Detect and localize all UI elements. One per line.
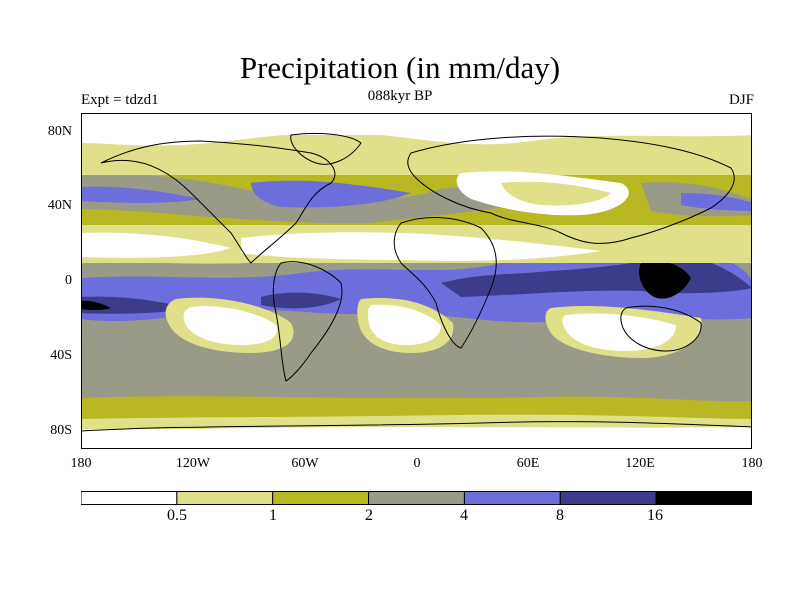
- southern-gray-band: [81, 351, 752, 405]
- south-indian-dry-core: [562, 313, 676, 351]
- asia-dry-yellow: [501, 181, 611, 206]
- colorbar: [81, 491, 752, 505]
- x-tick-label: 60E: [516, 456, 540, 471]
- colorbar-label: 8: [556, 507, 564, 524]
- n-midlat-gray: [81, 173, 752, 224]
- colorbar-boxes: [81, 491, 752, 505]
- n-pacific-dry: [81, 232, 231, 258]
- colorbar-box: [559, 491, 657, 505]
- southern-yellow-band: [81, 414, 752, 429]
- greenland-coast: [290, 132, 362, 165]
- africa-coast: [393, 217, 497, 349]
- chart-title: Precipitation (in mm/day): [239, 50, 561, 85]
- y-tick-label: 80N: [47, 124, 72, 139]
- precipitation-map: [81, 113, 752, 449]
- australia-coast: [620, 305, 702, 352]
- x-tick-label: 180: [70, 456, 92, 471]
- x-tick-label: 60W: [291, 456, 319, 471]
- y-tick-label: 40N: [47, 198, 72, 213]
- south-atlantic-dry-core: [367, 304, 441, 345]
- eurasia-coast: [407, 135, 735, 244]
- s-polar-dry: [81, 429, 752, 449]
- time-label: 088kyr BP: [367, 88, 433, 104]
- n-polar-dry: [81, 113, 752, 146]
- colorbar-label: 1: [269, 507, 277, 524]
- colorbar-box: [655, 491, 752, 505]
- colorbar-box: [176, 491, 274, 505]
- north-america-coast: [100, 140, 336, 264]
- experiment-label: Expt = tdzd1: [81, 92, 159, 108]
- x-tick-label: 180: [741, 456, 763, 471]
- y-tick-label: 0: [65, 273, 72, 288]
- map-frame: [81, 113, 752, 449]
- coastlines: [81, 132, 752, 432]
- x-tick-label: 0: [413, 456, 421, 471]
- season-label: DJF: [728, 92, 754, 108]
- x-tick-label: 120E: [625, 456, 655, 471]
- colorbar-label: 4: [460, 507, 468, 524]
- south-pacific-dry-core: [183, 306, 277, 345]
- colorbar-label: 2: [365, 507, 373, 524]
- south-america-coast: [272, 261, 343, 382]
- colorbar-box: [463, 491, 561, 505]
- southern-olive-band: [81, 396, 752, 421]
- y-tick-label: 80S: [50, 423, 72, 438]
- y-tick-label: 40S: [50, 348, 72, 363]
- colorbar-label: 0.5: [167, 507, 187, 524]
- x-tick-label: 120W: [175, 456, 211, 471]
- colorbar-label: 16: [647, 507, 663, 524]
- colorbar-box: [272, 491, 370, 505]
- colorbar-box: [81, 491, 178, 505]
- antarctica-coast: [81, 421, 752, 432]
- colorbar-box: [368, 491, 465, 505]
- n-atlantic-africa-dry: [241, 232, 601, 261]
